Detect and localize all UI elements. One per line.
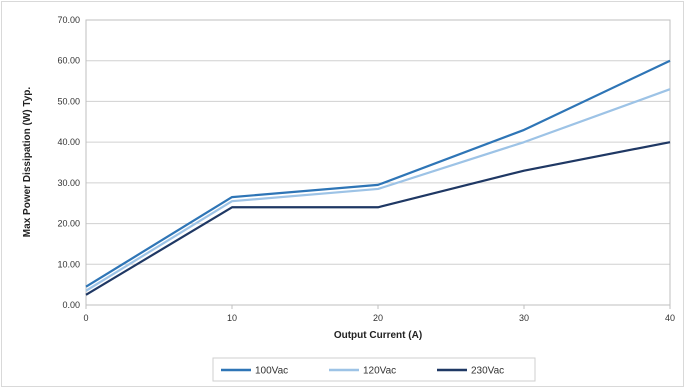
y-axis-title: Max Power Dissipation (W) Typ. [22, 87, 33, 238]
x-tick-label: 40 [665, 313, 675, 323]
series-line-230vac [85, 141, 671, 296]
y-tick-label: 60.00 [57, 56, 80, 66]
x-axis-title: Output Current (A) [334, 330, 422, 341]
series-line-120vac [85, 88, 671, 292]
legend-box [212, 357, 536, 382]
legend-label: 100Vac [255, 366, 288, 377]
y-tick-label: 40.00 [57, 137, 80, 147]
y-tick-label: 70.00 [57, 15, 80, 25]
legend: 100Vac 120Vac 230Vac [221, 366, 504, 377]
y-axis-ticks: 0.00 10.00 20.00 30.00 40.00 50.00 60.00 70.00 [57, 15, 80, 310]
x-tick-label: 20 [373, 313, 383, 323]
x-tick-label: 30 [519, 313, 529, 323]
x-tick-label: 0 [83, 313, 88, 323]
y-tick-label: 10.00 [57, 259, 80, 269]
legend-label: 120Vac [363, 366, 396, 377]
legend-label: 230Vac [471, 366, 504, 377]
gridlines [86, 19, 670, 306]
y-tick-label: 50.00 [57, 96, 80, 106]
series-line-100vac [85, 59, 671, 288]
x-axis-ticks: 0 10 20 30 40 [83, 305, 675, 323]
x-tick-label: 10 [227, 313, 237, 323]
y-tick-label: 0.00 [62, 300, 80, 310]
y-tick-label: 20.00 [57, 219, 80, 229]
series-lines [85, 59, 671, 296]
y-tick-label: 30.00 [57, 178, 80, 188]
plot-area [85, 19, 671, 306]
